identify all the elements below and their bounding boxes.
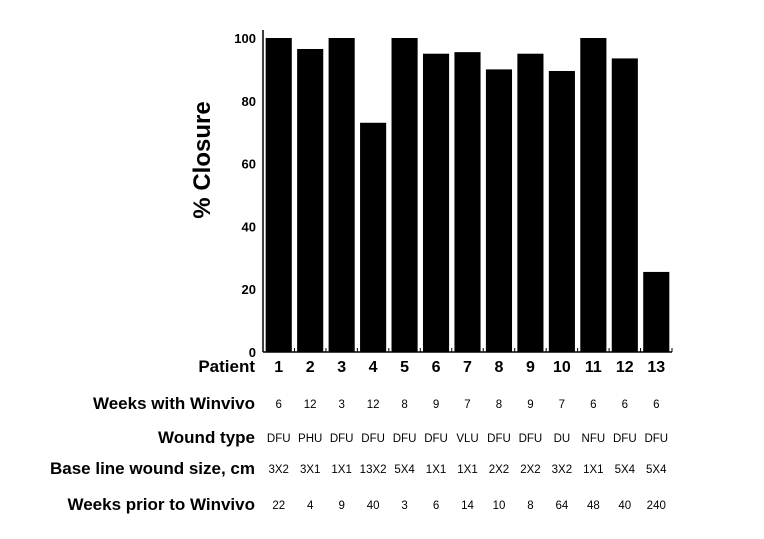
bar-patient-5 [391, 38, 418, 352]
table-cell: 12 [367, 399, 380, 411]
x-tick-label: 6 [432, 359, 441, 376]
bar-patient-2 [297, 48, 324, 353]
table-row-label: Weeks with Winvivo [93, 394, 255, 413]
bar-patient-4 [360, 122, 387, 352]
table-cell: DFU [519, 433, 543, 445]
table-cell: 1X1 [331, 464, 351, 476]
x-tick-label: 2 [306, 359, 315, 376]
table-cell: 40 [618, 500, 631, 512]
y-tick-label: 20 [242, 282, 256, 297]
table-cell: 14 [461, 500, 474, 512]
x-tick-label: 11 [585, 359, 602, 376]
x-tick-label: 5 [400, 359, 409, 376]
table-cell: 9 [527, 399, 533, 411]
bar-patient-10 [548, 70, 575, 352]
table-cell: DFU [487, 433, 511, 445]
bar-patient-7 [454, 52, 481, 352]
y-axis-label: % Closure [189, 101, 216, 218]
x-tick-label: 13 [647, 359, 665, 376]
bar-patient-12 [611, 58, 638, 352]
x-tick-label: 7 [463, 359, 472, 376]
bar-patient-11 [580, 38, 607, 352]
table-cell: DFU [613, 433, 637, 445]
table-cell: DFU [393, 433, 417, 445]
x-tick-label: 8 [495, 359, 504, 376]
bar-patient-9 [517, 53, 544, 352]
table-cell: 10 [493, 500, 506, 512]
table-cell: DFU [644, 433, 668, 445]
table-cell: 64 [555, 500, 568, 512]
bar-patient-3 [328, 38, 355, 352]
x-tick-label: 10 [553, 359, 571, 376]
table-cell: DFU [361, 433, 385, 445]
table-cell: VLU [456, 433, 478, 445]
y-tick-label: 80 [242, 94, 256, 109]
bar-patient-13 [643, 271, 670, 352]
table-cell: 6 [653, 399, 659, 411]
bar-patient-6 [422, 53, 450, 352]
table-cell: 6 [433, 500, 439, 512]
table-cell: 8 [527, 500, 533, 512]
table-cell: 22 [272, 500, 285, 512]
table-cell: 5X4 [615, 464, 636, 476]
table-cell: 9 [433, 399, 439, 411]
bar-patient-8 [485, 69, 513, 353]
table-cell: 6 [622, 399, 628, 411]
table-cell: PHU [298, 433, 322, 445]
table-cell: 2X2 [520, 464, 540, 476]
table-cell: 7 [464, 399, 470, 411]
x-tick-label: 12 [616, 359, 634, 376]
table-cell: 48 [587, 500, 600, 512]
table-cell: 1X1 [457, 464, 477, 476]
table-cell: 3X1 [300, 464, 320, 476]
table-cell: 8 [401, 399, 407, 411]
bar-patient-1 [265, 38, 292, 352]
table-cell: 240 [647, 500, 666, 512]
table-cell: 3X2 [552, 464, 572, 476]
table-cell: 13X2 [360, 464, 387, 476]
table-cell: 3 [338, 399, 344, 411]
y-tick-label: 100 [234, 31, 256, 46]
table-cell: 4 [307, 500, 314, 512]
x-tick-label: 9 [526, 359, 535, 376]
table-cell: 12 [304, 399, 317, 411]
table-cell: 5X4 [394, 464, 415, 476]
table-row-label: Base line wound size, cm [50, 459, 255, 478]
table-cell: DU [554, 433, 571, 445]
table-cell: NFU [582, 433, 606, 445]
table-cell: DFU [330, 433, 354, 445]
table-cell: 9 [338, 500, 344, 512]
table-row-label: Weeks prior to Winvivo [67, 495, 255, 514]
x-tick-label: 1 [274, 359, 283, 376]
table-cell: 6 [590, 399, 596, 411]
table-cell: DFU [424, 433, 448, 445]
table-cell: 8 [496, 399, 502, 411]
x-tick-label: 4 [369, 359, 378, 376]
table-cell: 1X1 [426, 464, 446, 476]
table-cell: 1X1 [583, 464, 603, 476]
table-cell: 5X4 [646, 464, 667, 476]
y-tick-label: 40 [242, 219, 256, 234]
table-row-label: Wound type [158, 428, 255, 447]
table-cell: 3X2 [268, 464, 288, 476]
x-tick-label: 3 [337, 359, 346, 376]
x-axis-label: Patient [198, 357, 255, 376]
table-cell: 6 [276, 399, 282, 411]
table-cell: 3 [401, 500, 407, 512]
table-cell: 2X2 [489, 464, 509, 476]
table-cell: 40 [367, 500, 380, 512]
y-tick-label: 0 [249, 345, 256, 360]
table-cell: DFU [267, 433, 291, 445]
y-tick-label: 60 [242, 157, 256, 172]
table-cell: 7 [559, 399, 565, 411]
